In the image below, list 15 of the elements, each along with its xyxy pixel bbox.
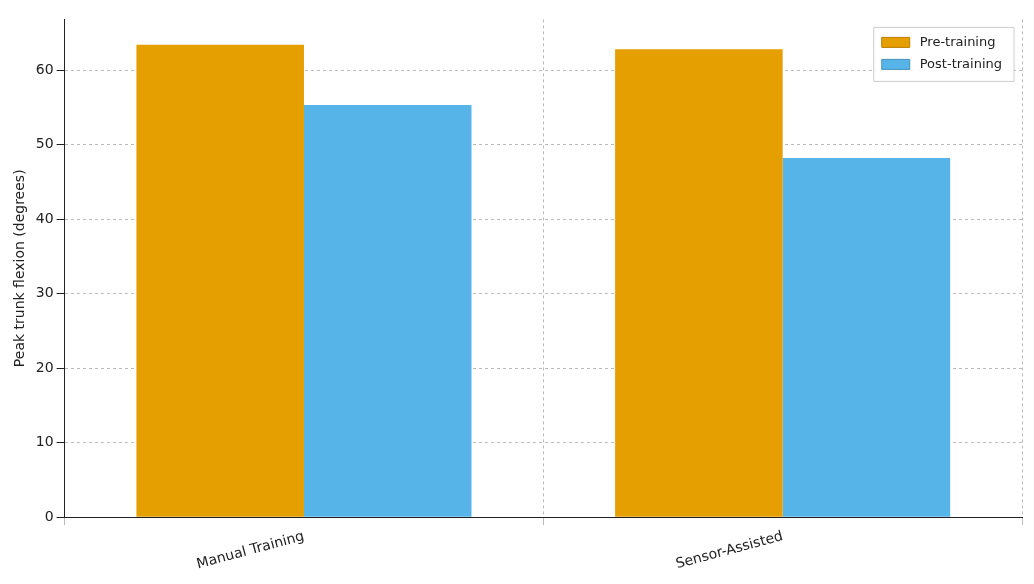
legend-label: Post-training bbox=[919, 55, 1003, 71]
y-axis-title: Peak trunk flexion (degrees) bbox=[11, 169, 28, 368]
y-tick-label: 20 bbox=[35, 358, 54, 375]
bar bbox=[615, 49, 783, 517]
y-tick-label: 10 bbox=[35, 433, 54, 450]
y-tick-label: 40 bbox=[35, 209, 54, 226]
y-tick-label: 30 bbox=[35, 284, 54, 301]
y-tick-label: 60 bbox=[35, 60, 54, 77]
y-tick-label: 50 bbox=[35, 135, 54, 152]
bar bbox=[136, 44, 304, 517]
x-tick-label: Manual Training bbox=[194, 527, 306, 572]
bar bbox=[303, 105, 472, 517]
bar bbox=[782, 158, 951, 517]
legend-label: Pre-training bbox=[919, 33, 996, 49]
y-tick-label: 0 bbox=[44, 507, 54, 524]
